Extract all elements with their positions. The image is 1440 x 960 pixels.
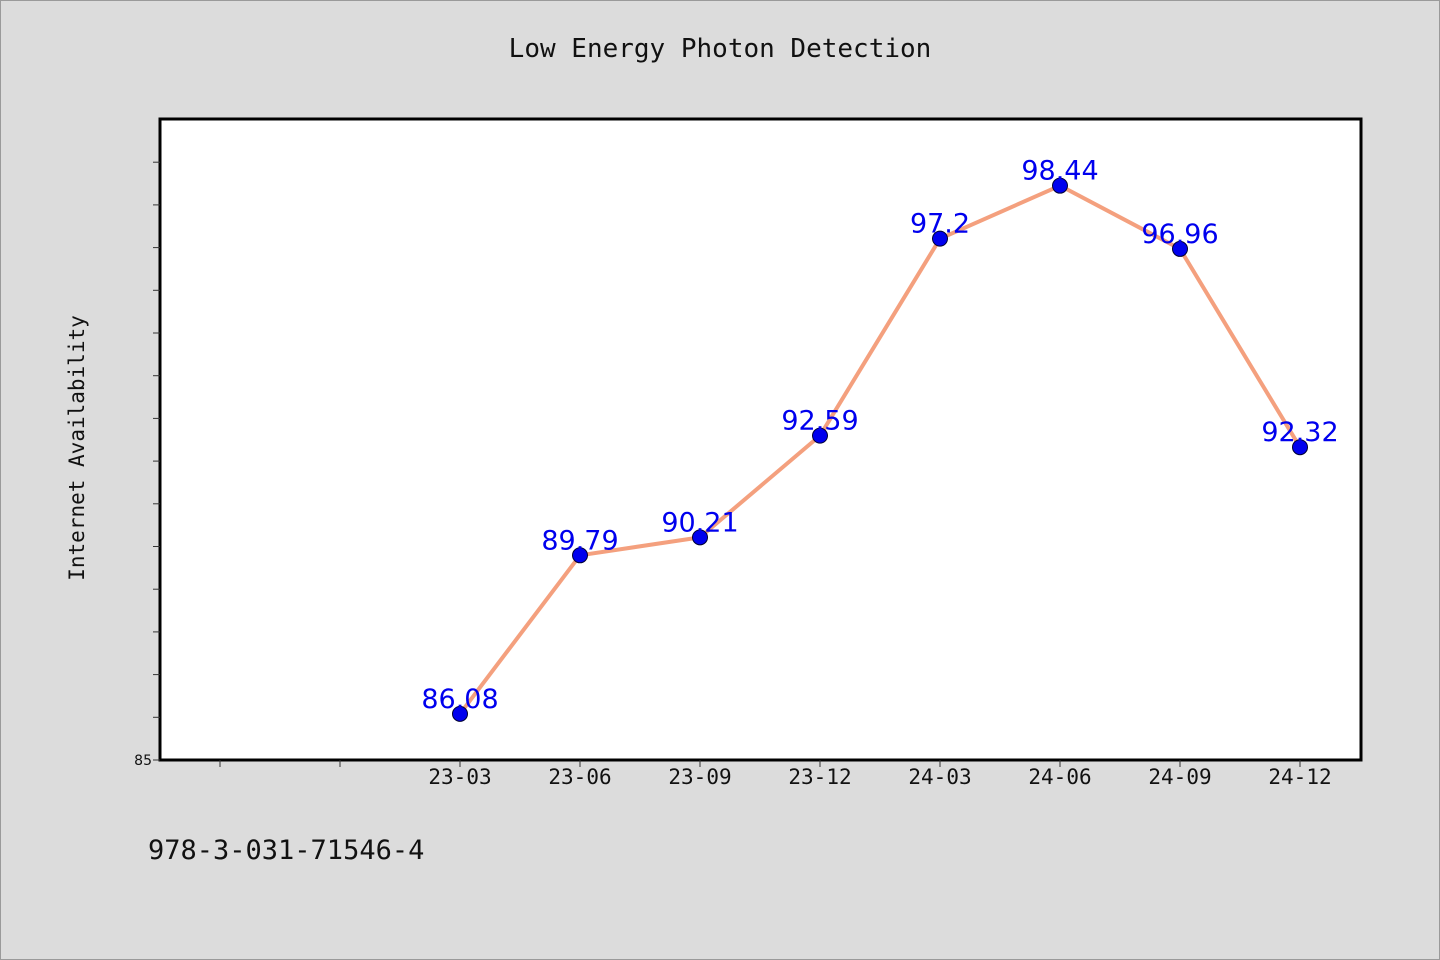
data-label: 90.21 [661, 507, 738, 538]
plot-area [158, 117, 1363, 762]
x-tick-label: 23-06 [548, 765, 611, 789]
data-label: 92.59 [781, 406, 858, 437]
y-tick-label: 85 [134, 753, 152, 769]
x-tick-label: 23-03 [428, 765, 491, 789]
data-label: 96.96 [1141, 219, 1218, 250]
data-point [692, 529, 708, 546]
x-tick-label: 24-06 [1028, 765, 1091, 789]
x-tick-label: 24-09 [1148, 765, 1211, 789]
chart-title: Low Energy Photon Detection [508, 34, 932, 64]
x-tick-label: 24-03 [908, 765, 971, 789]
x-tick-label: 23-09 [668, 765, 731, 789]
data-label: 98.44 [1021, 156, 1098, 187]
isbn-code: 978-3-031-71546-4 [148, 835, 425, 866]
data-label: 97.2 [910, 209, 970, 240]
data-label: 89.79 [541, 525, 618, 556]
data-point [452, 705, 468, 722]
x-tick-label: 23-12 [788, 765, 851, 789]
data-point [932, 230, 948, 247]
data-point [1052, 177, 1068, 194]
x-tick-label: 24-12 [1268, 765, 1331, 789]
data-label: 86.08 [421, 684, 498, 715]
data-point [572, 547, 588, 564]
data-point [1172, 240, 1188, 257]
series-line [458, 183, 1302, 716]
data-point [812, 427, 828, 444]
data-label: 92.32 [1261, 417, 1338, 448]
data-point [1292, 439, 1308, 456]
